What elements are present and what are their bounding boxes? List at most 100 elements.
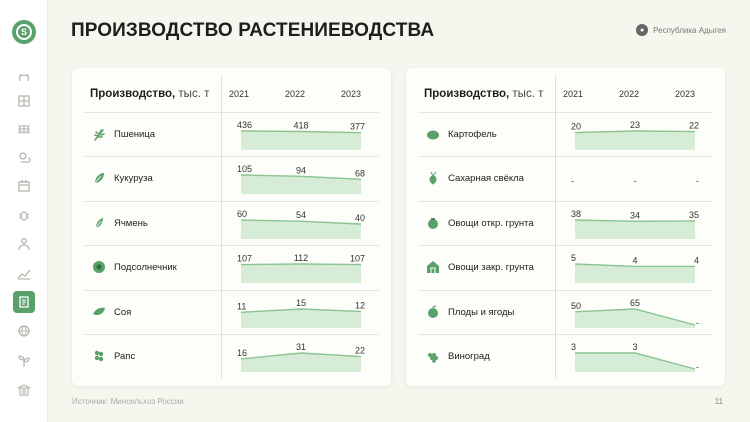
value-label: 4 — [694, 256, 699, 266]
soy-icon — [92, 305, 106, 319]
year-header-2021: 2021 — [562, 89, 584, 99]
grid-icon — [18, 95, 30, 107]
field-icon — [18, 125, 30, 134]
trend-sparkline: 3 3 - — [571, 342, 699, 372]
growth-chart-icon — [17, 269, 31, 280]
sidebar-item-bug[interactable] — [13, 204, 35, 226]
trend-sparkline: 16 31 22 — [237, 342, 365, 372]
sidebar-item-globe[interactable] — [13, 320, 35, 342]
value-label: - — [634, 176, 637, 186]
trend-sparkline: --- — [571, 176, 699, 186]
crop-label: Кукуруза — [114, 173, 153, 185]
value-label: 107 — [237, 254, 252, 264]
crop-label: Картофель — [448, 129, 497, 140]
year-header-2022: 2022 — [618, 89, 640, 99]
sparkline-line — [240, 307, 362, 313]
table-row: Кукуруза 105 94 68 — [84, 156, 379, 200]
sparkline-line — [574, 263, 695, 268]
worker-icon — [18, 238, 30, 251]
value-label: - — [571, 176, 574, 186]
panel-header: Производство, тыс. т 2021 2022 2023 — [72, 68, 391, 112]
crop-label: Пшеница — [114, 129, 156, 140]
sidebar-item-field[interactable] — [13, 118, 35, 140]
value-label: 50 — [571, 300, 581, 310]
region-selector[interactable]: ● Республика Адыгея — [636, 24, 726, 36]
page-number: 11 — [714, 397, 723, 406]
logo-letter: S — [16, 24, 32, 40]
sparkline-line — [574, 219, 696, 222]
year-header-2023: 2023 — [674, 89, 696, 99]
trend-sparkline: 436 418 377 — [237, 120, 365, 150]
region-emblem-icon: ● — [636, 24, 649, 36]
value-label: 3 — [571, 342, 576, 352]
value-label: 94 — [296, 166, 306, 176]
table-row: Овощи откр. грунта 38 34 35 — [418, 200, 713, 245]
value-label: 68 — [355, 169, 365, 179]
table-row: Картофель 20 23 22 — [418, 112, 713, 156]
fruit-icon — [426, 304, 440, 319]
value-label: 35 — [689, 210, 699, 220]
table-row: Ячмень 60 54 40 — [84, 200, 379, 245]
table-row: Сахарная свёкла - - - — [418, 156, 713, 200]
sparkline-area — [241, 352, 361, 372]
crop-label: Ячмень — [114, 217, 148, 229]
table-row: Рапс 16 31 22 — [84, 333, 379, 378]
year-header-2023: 2023 — [340, 89, 362, 99]
panel-field-crops: Производство, тыс. т 2021 2022 2023 Пшеница 4… — [72, 68, 391, 386]
sparkline-area — [575, 352, 695, 372]
corn-icon — [92, 171, 106, 185]
sparkline-line — [574, 130, 696, 134]
trend-sparkline: 38 34 35 — [571, 209, 699, 239]
app-logo[interactable]: S — [12, 20, 36, 44]
value-label: 20 — [571, 122, 581, 132]
grape-icon — [426, 349, 440, 363]
sidebar: S — [0, 0, 48, 422]
sidebar-item-growth-chart[interactable] — [13, 262, 35, 284]
crop-label: Овощи откр. грунта — [448, 217, 534, 229]
sparkline-area — [575, 219, 695, 239]
sparkline-area — [575, 308, 695, 328]
column-divider — [555, 76, 556, 378]
value-label: 23 — [630, 120, 640, 130]
value-label: 38 — [571, 209, 581, 219]
value-label: 40 — [355, 213, 365, 223]
value-label: - — [696, 362, 699, 372]
crop-rows: Картофель 20 23 22 Сахарная свёкла - - - Овощи о… — [418, 112, 713, 378]
sugar-beet-icon — [426, 171, 440, 186]
trend-sparkline: 50 65 - — [571, 298, 699, 328]
trend-sparkline: 107 112 107 — [237, 253, 365, 284]
panel-unit: тыс. т — [178, 88, 210, 100]
greenhouse-icon — [426, 260, 440, 274]
year-header-2021: 2021 — [228, 89, 250, 99]
sparkline-line — [240, 352, 362, 360]
tomato-icon — [426, 216, 440, 230]
value-label: 377 — [350, 122, 365, 132]
crop-label: Овощи закр. грунта — [448, 262, 534, 274]
crop-rows: Пшеница 436 418 377 Кукуруза 105 94 68 Ячмень 60 5… — [84, 112, 379, 378]
panel-title-text: Производство, — [90, 88, 179, 100]
crop-label: Рапс — [114, 350, 136, 362]
value-label: 65 — [630, 298, 640, 308]
sparkline-area — [241, 219, 361, 239]
table-row: Плоды и ягоды 50 65 - — [418, 289, 713, 334]
sidebar-item-worker[interactable] — [13, 233, 35, 255]
sidebar-item-bank[interactable] — [13, 379, 35, 401]
sparkline-line — [574, 307, 696, 326]
value-label: 12 — [355, 300, 365, 310]
table-row: Соя 11 15 12 — [84, 289, 379, 334]
sidebar-item-seedling[interactable] — [13, 350, 35, 372]
value-label: 112 — [294, 253, 308, 263]
sidebar-item-grid[interactable] — [13, 90, 35, 112]
sidebar-item-weather[interactable] — [13, 146, 35, 168]
document-icon — [19, 296, 29, 308]
sidebar-item-document[interactable] — [13, 291, 35, 313]
sidebar-item-calendar[interactable] — [13, 175, 35, 197]
sidebar-item-cow[interactable] — [13, 65, 35, 87]
value-label: - — [696, 318, 699, 328]
sparkline-area — [241, 264, 361, 284]
value-label: 436 — [237, 120, 252, 130]
bank-icon — [17, 384, 31, 396]
trend-sparkline: 60 54 40 — [237, 209, 365, 239]
region-label: Республика Адыгея — [653, 25, 726, 35]
sparkline-area — [575, 131, 695, 150]
